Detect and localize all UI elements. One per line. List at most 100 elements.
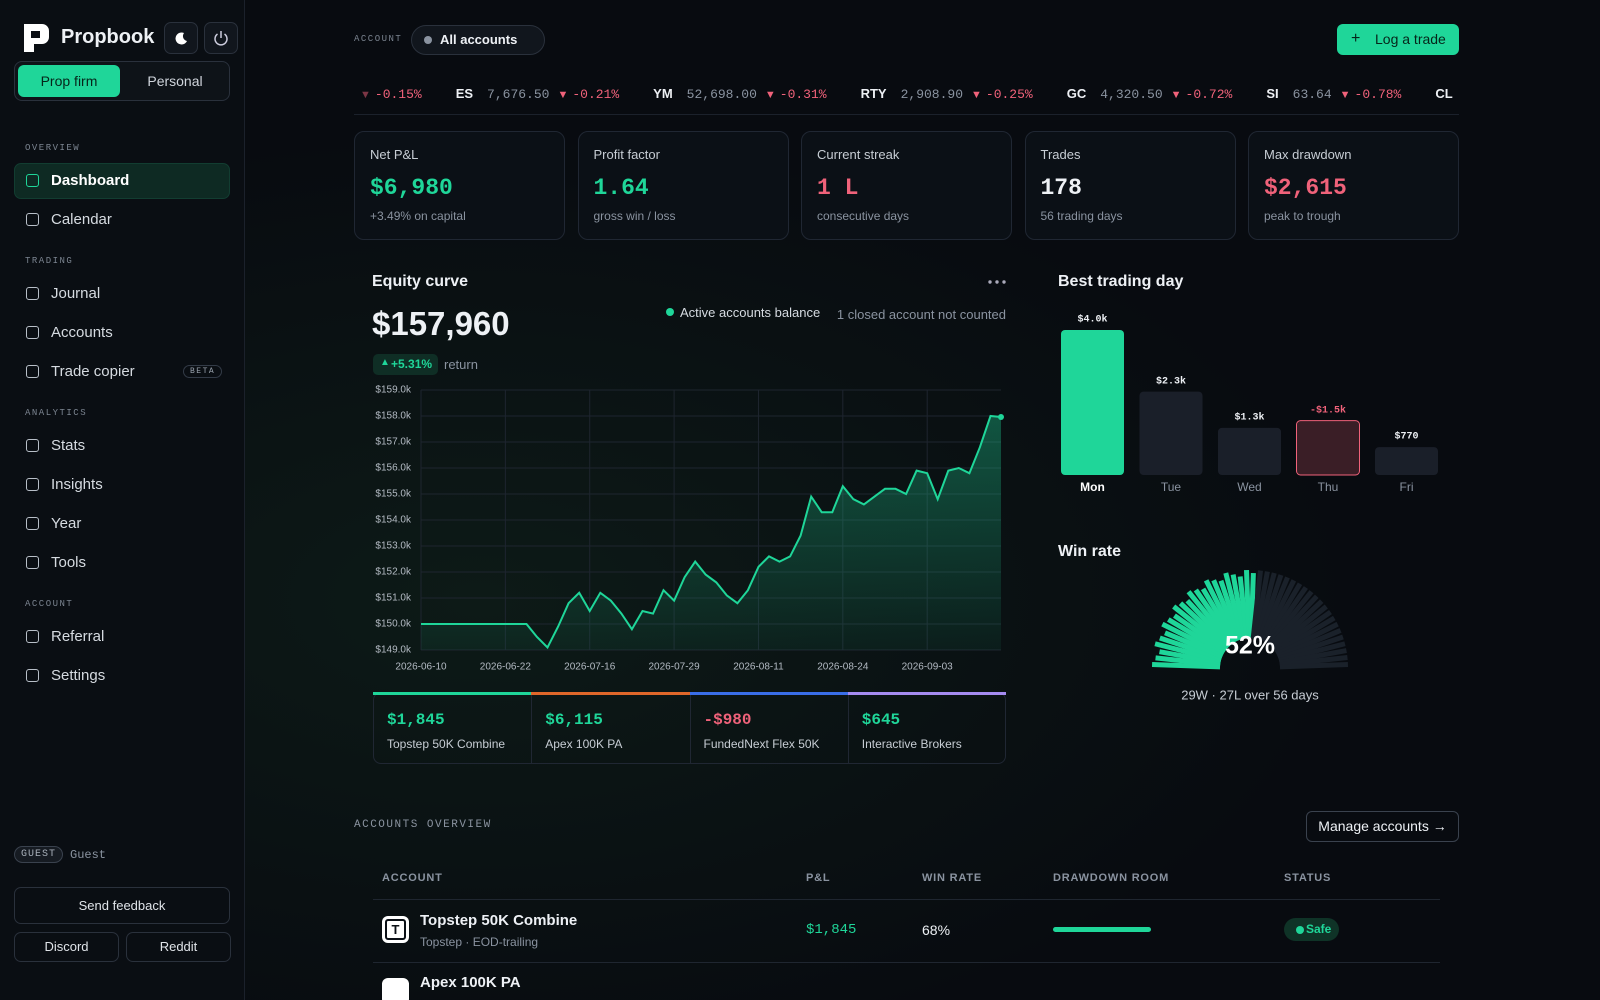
mode-active[interactable]: Prop firm <box>18 65 120 97</box>
day-label: Wed <box>1237 480 1261 494</box>
ticker-symbol: GC <box>1066 86 1087 101</box>
stat-card <box>1024 131 1236 240</box>
account-label: ACCOUNT <box>354 34 403 44</box>
user-badge: GUEST <box>14 846 64 863</box>
down-arrow: ▼ <box>764 89 776 101</box>
log-trade-button[interactable]: Log a trade <box>1337 24 1459 55</box>
account-name[interactable]: Topstep 50K Combine <box>420 912 578 929</box>
win-rate-spoke <box>1155 655 1221 668</box>
stat-label: Profit factor <box>593 147 660 162</box>
day-value-label: $1.3k <box>1234 412 1264 424</box>
column-header: ACCOUNT <box>382 872 443 884</box>
win-rate-spoke <box>1273 610 1332 653</box>
win-rate-spoke <box>1279 662 1349 670</box>
ticker: ▼ -0.15% ES 7,676.50 ▼ -0.21% YM 52,698.00 ▼ -0.3… <box>354 84 1459 115</box>
ticker-item: ▼ -0.15% <box>360 86 422 102</box>
win-rate-spoke <box>1167 617 1226 655</box>
y-tick-label: $158.0k <box>375 411 412 422</box>
y-tick-label: $155.0k <box>375 489 412 500</box>
down-arrow: ▼ <box>971 89 982 101</box>
nav-section: TRADING <box>25 256 74 266</box>
day-value-label: -$1.5k <box>1310 404 1346 416</box>
nav-item[interactable]: Journal <box>51 285 101 302</box>
ticker-change: -0.15% <box>374 87 422 102</box>
win-rate-spoke <box>1268 594 1319 648</box>
ticker-item: YM 52,698.00 ▼ -0.31% <box>653 86 826 102</box>
x-tick-label: 2026-06-22 <box>480 662 532 673</box>
win-rate-spoke <box>1218 579 1243 641</box>
nav-section: ACCOUNT <box>25 599 74 609</box>
stat-note: consecutive days <box>817 209 910 223</box>
mode[interactable]: Personal <box>147 73 203 89</box>
more-icon[interactable] <box>985 275 1009 289</box>
down-arrow: ▼ <box>1339 89 1351 101</box>
nav-item[interactable]: Referral <box>51 628 105 645</box>
legend-label: Active accounts balance <box>680 305 821 320</box>
win-rate-spoke <box>1278 641 1346 664</box>
nav-item[interactable]: Settings <box>51 667 106 684</box>
up-arrow: ▲ <box>380 357 390 368</box>
win-rate-spoke <box>1173 613 1227 653</box>
win-rate-spoke <box>1154 641 1222 664</box>
win-rate-spoke <box>1186 590 1234 647</box>
tile-accent <box>373 692 532 695</box>
win-rate-spoke <box>1203 579 1239 643</box>
nav-icon <box>26 439 39 452</box>
win-rate-spoke <box>1274 615 1336 655</box>
account-name[interactable]: Apex 100K PA <box>420 974 521 991</box>
win-rate-spoke <box>1252 571 1270 639</box>
nav-item[interactable]: Year <box>51 515 82 532</box>
win-rate-spoke <box>1261 579 1297 643</box>
stat-value: 178 <box>1040 175 1082 201</box>
win-rate-spoke <box>1151 662 1221 670</box>
tile-accent <box>531 692 690 695</box>
account-select[interactable]: All accounts <box>411 25 545 55</box>
stat-note: 56 trading days <box>1040 209 1123 223</box>
stat-value: 1.64 <box>593 175 649 201</box>
ticker-item: SI 63.64 ▼ -0.78% <box>1266 86 1402 102</box>
win-rate-spoke <box>1266 590 1314 647</box>
win-rate-spoke <box>1244 569 1252 639</box>
win-rate-spoke <box>1265 586 1308 645</box>
nav-icon <box>26 174 39 187</box>
nav-item[interactable]: Dashboard <box>51 172 130 189</box>
column-header: STATUS <box>1284 872 1332 884</box>
nav-icon <box>26 517 39 530</box>
day-label: Tue <box>1161 480 1182 494</box>
ticker-change: -0.72% <box>1185 87 1233 102</box>
nav-item[interactable]: Calendar <box>51 211 112 228</box>
down-arrow: ▼ <box>557 89 569 101</box>
win-rate-value: 52% <box>1225 632 1275 660</box>
community-link[interactable]: Discord <box>14 932 119 962</box>
nav-item[interactable]: Accounts <box>51 324 113 341</box>
community-link[interactable]: Reddit <box>126 932 231 962</box>
nav-item[interactable]: Stats <box>51 437 86 454</box>
x-tick-label: 2026-08-24 <box>817 662 869 673</box>
plus-icon: + <box>1351 30 1361 47</box>
nav-icon <box>26 630 39 643</box>
nav-item[interactable]: Trade copier <box>51 363 135 380</box>
manage-accounts-button[interactable]: Manage accounts → <box>1306 811 1459 842</box>
theme-button[interactable] <box>164 22 198 54</box>
tile-name: Apex 100K PA <box>545 737 623 751</box>
nav-item[interactable]: Insights <box>51 476 103 493</box>
return-pill: +5.31% <box>373 354 439 375</box>
tile-name: FundedNext Flex 50K <box>703 737 820 751</box>
power-button[interactable] <box>204 22 238 54</box>
win-rate-spoke <box>1276 628 1342 659</box>
tile-accent <box>689 692 848 695</box>
win-rate-spoke <box>1254 572 1277 640</box>
table-divider <box>373 962 1440 963</box>
tile-value: $6,115 <box>545 711 603 729</box>
win-rate-title: Win rate <box>1058 543 1121 560</box>
select-dot <box>424 36 432 44</box>
tile-name: Topstep 50K Combine <box>387 737 506 751</box>
nav-item[interactable]: Tools <box>51 554 87 571</box>
feedback-button[interactable]: Send feedback <box>14 887 230 924</box>
stat-note: peak to trough <box>1264 209 1341 223</box>
x-tick-label: 2026-08-11 <box>733 662 784 673</box>
ticker-change: -0.78% <box>1354 87 1402 102</box>
section-title: ACCOUNTS OVERVIEW <box>354 819 492 831</box>
y-tick-label: $153.0k <box>375 541 412 552</box>
